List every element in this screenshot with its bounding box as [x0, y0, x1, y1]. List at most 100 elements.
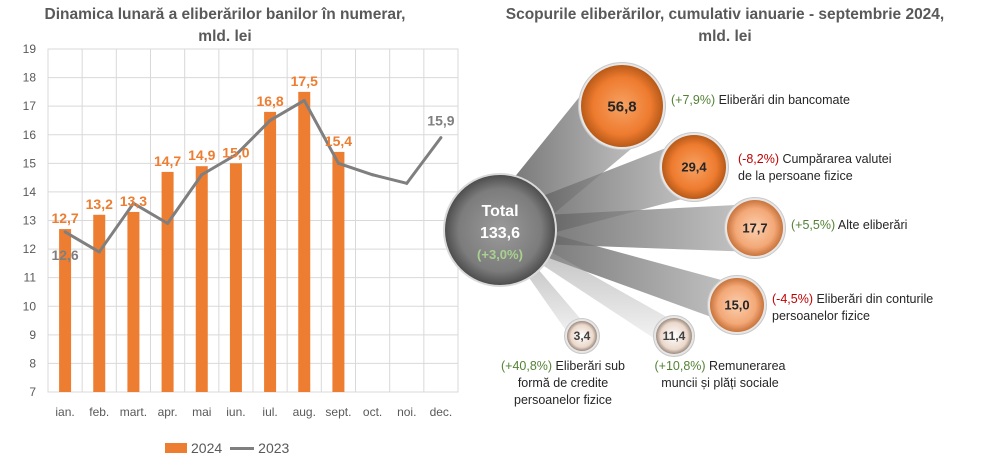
bar-data-label: 13,3 — [120, 193, 147, 209]
y-tick-label: 10 — [23, 299, 37, 313]
bar-2024 — [93, 214, 106, 392]
right-chart-title-line-2: mld. lei — [698, 28, 752, 45]
point-2023 — [131, 201, 135, 205]
bubble-value: 15,0 — [724, 298, 749, 313]
point-2023 — [336, 161, 340, 165]
bubble-ring — [578, 62, 666, 150]
total-label: Total — [481, 203, 518, 220]
left-chart-title-line-2: mld. lei — [198, 28, 252, 45]
bubble-ring — [659, 132, 729, 202]
bar-2024 — [59, 229, 72, 392]
x-tick-label: noi. — [397, 405, 416, 419]
point-2023 — [166, 221, 170, 225]
y-tick-label: 9 — [29, 328, 36, 342]
point-2023 — [63, 230, 67, 234]
bubble — [710, 278, 764, 332]
point-2023 — [97, 250, 101, 254]
connector-fan — [503, 78, 650, 226]
x-tick-label: ian. — [55, 405, 74, 419]
connector-fan — [523, 140, 703, 238]
bubble-label-line: persoanelor fizice — [772, 309, 870, 323]
bar-2024 — [229, 163, 242, 392]
chart-legend: 2024 2023 — [165, 440, 289, 456]
change-percent: (-8,2%) — [738, 152, 782, 166]
y-tick-label: 14 — [23, 185, 37, 199]
y-tick-label: 17 — [23, 99, 37, 113]
y-tick-label: 7 — [29, 385, 36, 399]
bar-data-label: 15,4 — [325, 133, 352, 149]
y-tick-label: 12 — [23, 242, 37, 256]
connector-fan — [522, 239, 681, 348]
bubble-label-line: persoanelor fizice — [514, 393, 612, 407]
bar-2024 — [161, 171, 174, 392]
bar-data-label: 14,9 — [188, 147, 215, 163]
bubble-label-line: (-4,5%) Eliberări din conturile — [772, 292, 933, 306]
monthly-withdrawals-chart: 7 8 9 10 11 12 13 14 15 16 17 18 19 ian. feb. mart. apr.… — [23, 42, 459, 419]
x-tick-label: iul. — [262, 405, 277, 419]
change-percent: (-4,5%) — [772, 292, 816, 306]
legend-item-2024: 2024 — [165, 440, 222, 456]
bubble-label-line: (+10,8%) Remunerarea — [655, 359, 786, 373]
x-tick-label: mart. — [120, 405, 147, 419]
label-text: Eliberări din bancomate — [719, 93, 850, 107]
bubble-ring — [707, 275, 767, 335]
label-text: Remunerarea — [709, 359, 785, 373]
bubble-value: 56,8 — [607, 98, 636, 115]
label-text: Alte eliberări — [838, 218, 907, 232]
bubble-ring — [564, 318, 600, 354]
bar-2024 — [195, 166, 208, 392]
x-tick-label: aug. — [293, 405, 316, 419]
label-text: Cumpărarea valutei — [782, 152, 891, 166]
bubble-label-line: (+5,5%) Alte eliberări — [791, 218, 907, 232]
total-value: 133,6 — [480, 225, 520, 242]
line-data-label: 15,9 — [427, 113, 454, 129]
bar-data-label: 16,8 — [256, 93, 283, 109]
change-percent: (+5,5%) — [791, 218, 838, 232]
y-tick-label: 15 — [23, 156, 37, 170]
bubble-label-line: formă de credite — [518, 376, 608, 390]
bubble — [662, 135, 726, 199]
point-2023 — [371, 173, 375, 177]
bubble-label-line: (+40,8%) Eliberări sub — [501, 359, 625, 373]
line-data-label: 12,6 — [51, 247, 78, 263]
connector-fan — [525, 228, 744, 325]
point-2023 — [268, 118, 272, 122]
bar-data-label: 14,7 — [154, 153, 181, 169]
legend-item-2023: 2023 — [230, 440, 289, 456]
label-text: Eliberări sub — [556, 359, 626, 373]
bubble-value: 3,4 — [574, 329, 591, 343]
x-tick-label: dec. — [430, 405, 453, 419]
point-2023 — [405, 181, 409, 185]
bubble-value: 29,4 — [681, 160, 707, 175]
bubble-label-line: muncii și plăți sociale — [661, 376, 778, 390]
bar-data-label: 13,2 — [86, 196, 113, 212]
x-tick-label: iun. — [226, 405, 245, 419]
bubble — [727, 200, 783, 256]
y-tick-label: 8 — [29, 356, 36, 370]
bar-2024 — [332, 151, 345, 392]
point-2023 — [234, 153, 238, 157]
bubble-value: 11,4 — [663, 329, 686, 343]
left-chart-title: Dinamica lunară a eliberărilor banilor î… — [0, 4, 450, 48]
bar-data-label: 12,7 — [51, 210, 78, 226]
connector-fan — [530, 204, 756, 252]
y-tick-label: 16 — [23, 128, 37, 142]
point-2023 — [200, 173, 204, 177]
x-tick-label: sept. — [325, 405, 351, 419]
x-tick-label: feb. — [89, 405, 109, 419]
bubble — [581, 65, 663, 147]
line-2023 — [64, 98, 443, 254]
bubble-label-line: (+7,9%) Eliberări din bancomate — [671, 93, 850, 107]
change-percent: (+40,8%) — [501, 359, 556, 373]
y-tick-label: 19 — [23, 42, 37, 56]
bubble-value: 17,7 — [742, 221, 767, 236]
change-percent: (+10,8%) — [655, 359, 710, 373]
connector-fan — [514, 250, 590, 343]
y-tick-label: 11 — [24, 271, 37, 285]
legend-label-2024: 2024 — [191, 440, 223, 456]
change-percent: (+7,9%) — [671, 93, 719, 107]
x-tick-label: mai — [192, 405, 211, 419]
right-chart-title-line-1: Scopurile eliberărilor, cumulativ ianuar… — [505, 6, 945, 23]
total-change: (+3,0%) — [477, 247, 523, 262]
x-tick-label: oct. — [363, 405, 382, 419]
